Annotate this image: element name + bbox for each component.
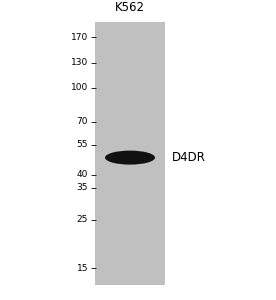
Ellipse shape [105,151,155,165]
Text: D4DR: D4DR [172,151,206,164]
Text: 70: 70 [76,117,88,126]
Text: 170: 170 [71,33,88,42]
Text: 130: 130 [71,58,88,67]
Text: 25: 25 [77,215,88,224]
Text: 40: 40 [77,170,88,179]
Text: 55: 55 [76,140,88,149]
Text: 35: 35 [76,183,88,192]
Text: 15: 15 [76,264,88,273]
Text: 100: 100 [71,83,88,92]
Bar [95,22,165,285]
Text: K562: K562 [115,1,145,14]
